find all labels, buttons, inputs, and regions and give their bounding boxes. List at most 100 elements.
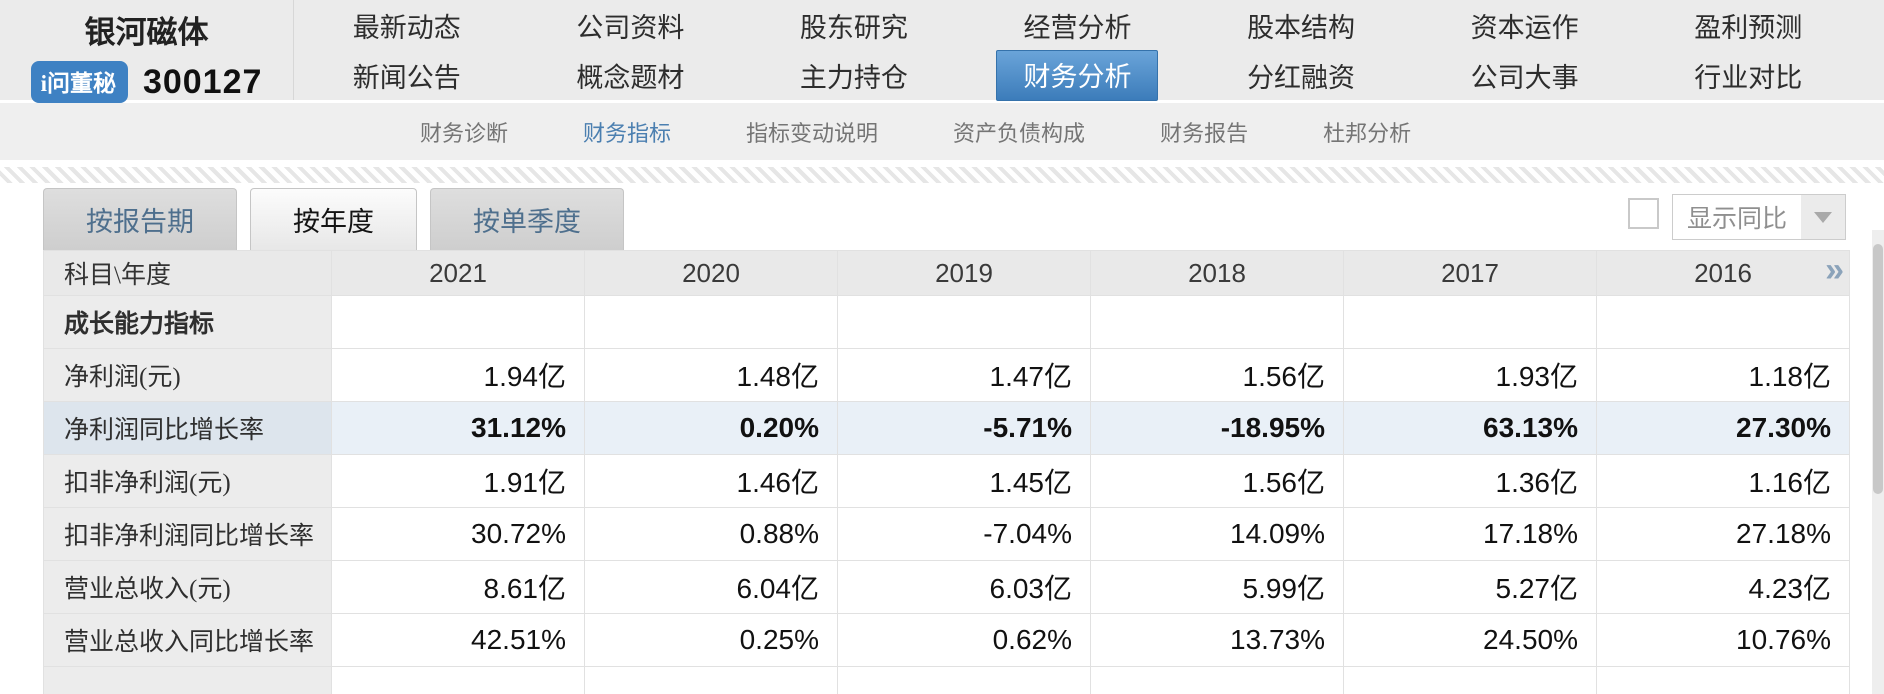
table-row-net-profit: 净利润(元) 1.94亿 1.48亿 1.47亿 1.56亿 1.93亿 1.1… xyxy=(43,348,1850,402)
table-cell: -7.04% xyxy=(837,507,1091,561)
nav-item-profit-forecast[interactable]: 盈利预测 xyxy=(1694,12,1803,43)
table-cell-empty xyxy=(331,666,585,694)
table-cell-empty xyxy=(1596,666,1850,694)
table-cell-empty xyxy=(584,666,838,694)
financial-subnav: 财务诊断 财务指标 指标变动说明 资产负债构成 财务报告 杜邦分析 xyxy=(0,103,1884,160)
company-name: 银河磁体 xyxy=(84,15,209,50)
nav-item-capital-operation[interactable]: 资本运作 xyxy=(1470,12,1579,43)
table-row-non-gaap-net-profit: 扣非净利润(元) 1.91亿 1.46亿 1.45亿 1.56亿 1.36亿 1… xyxy=(43,454,1850,508)
nav-item-news-announcements[interactable]: 新闻公告 xyxy=(352,62,461,93)
table-row-total-revenue-yoy-growth: 营业总收入同比增长率 42.51% 0.25% 0.62% 13.73% 24.… xyxy=(43,613,1850,667)
nav-item-dividend-financing[interactable]: 分红融资 xyxy=(1247,62,1356,93)
table-cell: 30.72% xyxy=(331,507,585,561)
row-label: 营业总收入(元) xyxy=(43,560,332,614)
tab-by-single-quarter[interactable]: 按单季度 xyxy=(430,188,624,250)
nav-item-shareholder-research[interactable]: 股东研究 xyxy=(799,12,908,43)
table-cell-empty xyxy=(1090,295,1344,349)
table-cell: 1.16亿 xyxy=(1596,454,1850,508)
table-cell: 0.62% xyxy=(837,613,1091,667)
company-block: 银河磁体 i问董秘 300127 xyxy=(0,0,294,103)
year-header-2021: 2021 xyxy=(331,250,585,296)
show-yoy-dropdown-label: 显示同比 xyxy=(1686,206,1787,233)
row-label: 扣非净利润(元) xyxy=(43,454,332,508)
table-cell-empty xyxy=(43,666,332,694)
financial-indicators-table: 科目\年度 2021 2020 2019 2018 2017 2016 » 成长… xyxy=(43,250,1850,694)
year-header-2020: 2020 xyxy=(584,250,838,296)
subnav-item-financial-diagnosis[interactable]: 财务诊断 xyxy=(420,120,509,146)
table-cell: 1.56亿 xyxy=(1090,348,1344,402)
subnav-item-indicator-change-notes[interactable]: 指标变动说明 xyxy=(746,120,879,146)
table-cell-empty xyxy=(1343,295,1597,349)
nav-item-concept-themes[interactable]: 概念题材 xyxy=(576,62,685,93)
nav-item-financial-analysis-active[interactable]: 财务分析 xyxy=(966,49,1190,101)
table-cell: 5.99亿 xyxy=(1090,560,1344,614)
subnav-item-financial-indicators[interactable]: 财务指标 xyxy=(583,120,672,146)
table-header-row: 科目\年度 2021 2020 2019 2018 2017 2016 » xyxy=(43,250,1850,296)
table-cell: 24.50% xyxy=(1343,613,1597,667)
table-cell: 0.20% xyxy=(584,401,838,455)
main-nav: 最新动态 公司资料 股东研究 经营分析 股本结构 资本运作 盈利预测 新闻公告 … xyxy=(295,0,1860,101)
subnav-item-balance-sheet-composition[interactable]: 资产负债构成 xyxy=(953,120,1086,146)
show-yoy-checkbox[interactable] xyxy=(1628,198,1659,229)
table-cell-empty xyxy=(1596,295,1850,349)
nav-item-equity-structure[interactable]: 股本结构 xyxy=(1247,12,1356,43)
nav-item-latest-news[interactable]: 最新动态 xyxy=(352,12,461,43)
table-cell: 1.46亿 xyxy=(584,454,838,508)
table-cell: 13.73% xyxy=(1090,613,1344,667)
nav-item-main-positions[interactable]: 主力持仓 xyxy=(799,62,908,93)
section-header-growth-indicators: 成长能力指标 xyxy=(43,295,332,349)
hatched-divider xyxy=(0,167,1884,183)
table-cell: 14.09% xyxy=(1090,507,1344,561)
table-cell: 17.18% xyxy=(1343,507,1597,561)
table-cell-empty xyxy=(1343,666,1597,694)
table-cell-empty xyxy=(837,295,1091,349)
chevron-down-icon[interactable] xyxy=(1801,195,1845,239)
nav-item-company-profile[interactable]: 公司资料 xyxy=(576,12,685,43)
row-label: 营业总收入同比增长率 xyxy=(43,613,332,667)
table-cell: 42.51% xyxy=(331,613,585,667)
vertical-scrollbar-thumb[interactable] xyxy=(1873,244,1883,494)
table-cell: 1.36亿 xyxy=(1343,454,1597,508)
table-cell: 1.18亿 xyxy=(1596,348,1850,402)
table-cell-empty xyxy=(584,295,838,349)
top-header-bar: 银河磁体 i问董秘 300127 最新动态 公司资料 股东研究 经营分析 股本结… xyxy=(0,0,1884,103)
nav-item-company-events[interactable]: 公司大事 xyxy=(1470,62,1579,93)
company-code-row: i问董秘 300127 xyxy=(0,61,293,103)
subnav-item-dupont-analysis[interactable]: 杜邦分析 xyxy=(1323,120,1412,146)
table-cell: 27.30% xyxy=(1596,401,1850,455)
table-row-partial-clipped xyxy=(43,666,1850,694)
table-cell: 27.18% xyxy=(1596,507,1850,561)
table-cell: 4.23亿 xyxy=(1596,560,1850,614)
table-cell: 63.13% xyxy=(1343,401,1597,455)
table-cell-empty xyxy=(1090,666,1344,694)
nav-item-industry-comparison[interactable]: 行业对比 xyxy=(1694,62,1803,93)
table-row-net-profit-yoy-growth: 净利润同比增长率 31.12% 0.20% -5.71% -18.95% 63.… xyxy=(43,401,1850,455)
year-header-2016: 2016 » xyxy=(1596,250,1850,296)
tab-by-report-period[interactable]: 按报告期 xyxy=(43,188,237,250)
nav-item-operation-analysis[interactable]: 经营分析 xyxy=(1023,12,1132,43)
row-label: 扣非净利润同比增长率 xyxy=(43,507,332,561)
table-cell: -5.71% xyxy=(837,401,1091,455)
table-cell: 1.47亿 xyxy=(837,348,1091,402)
table-cell: 6.03亿 xyxy=(837,560,1091,614)
year-header-2017: 2017 xyxy=(1343,250,1597,296)
table-cell: 1.45亿 xyxy=(837,454,1091,508)
table-cell: 10.76% xyxy=(1596,613,1850,667)
row-label: 净利润同比增长率 xyxy=(43,401,332,455)
expand-more-years-icon[interactable]: » xyxy=(1825,251,1844,290)
period-tabs: 按报告期 按年度 按单季度 xyxy=(43,188,624,250)
ask-secretary-badge[interactable]: i问董秘 xyxy=(30,61,128,103)
table-cell-empty xyxy=(331,295,585,349)
show-yoy-dropdown[interactable]: 显示同比 xyxy=(1672,194,1846,240)
table-cell: 8.61亿 xyxy=(331,560,585,614)
subnav-item-financial-report[interactable]: 财务报告 xyxy=(1160,120,1249,146)
year-header-2018: 2018 xyxy=(1090,250,1344,296)
table-cell: 5.27亿 xyxy=(1343,560,1597,614)
tab-by-year[interactable]: 按年度 xyxy=(250,188,417,250)
corner-header: 科目\年度 xyxy=(43,250,332,296)
table-cell: 31.12% xyxy=(331,401,585,455)
table-cell: 1.56亿 xyxy=(1090,454,1344,508)
table-cell: 0.88% xyxy=(584,507,838,561)
stock-code: 300127 xyxy=(142,62,263,101)
